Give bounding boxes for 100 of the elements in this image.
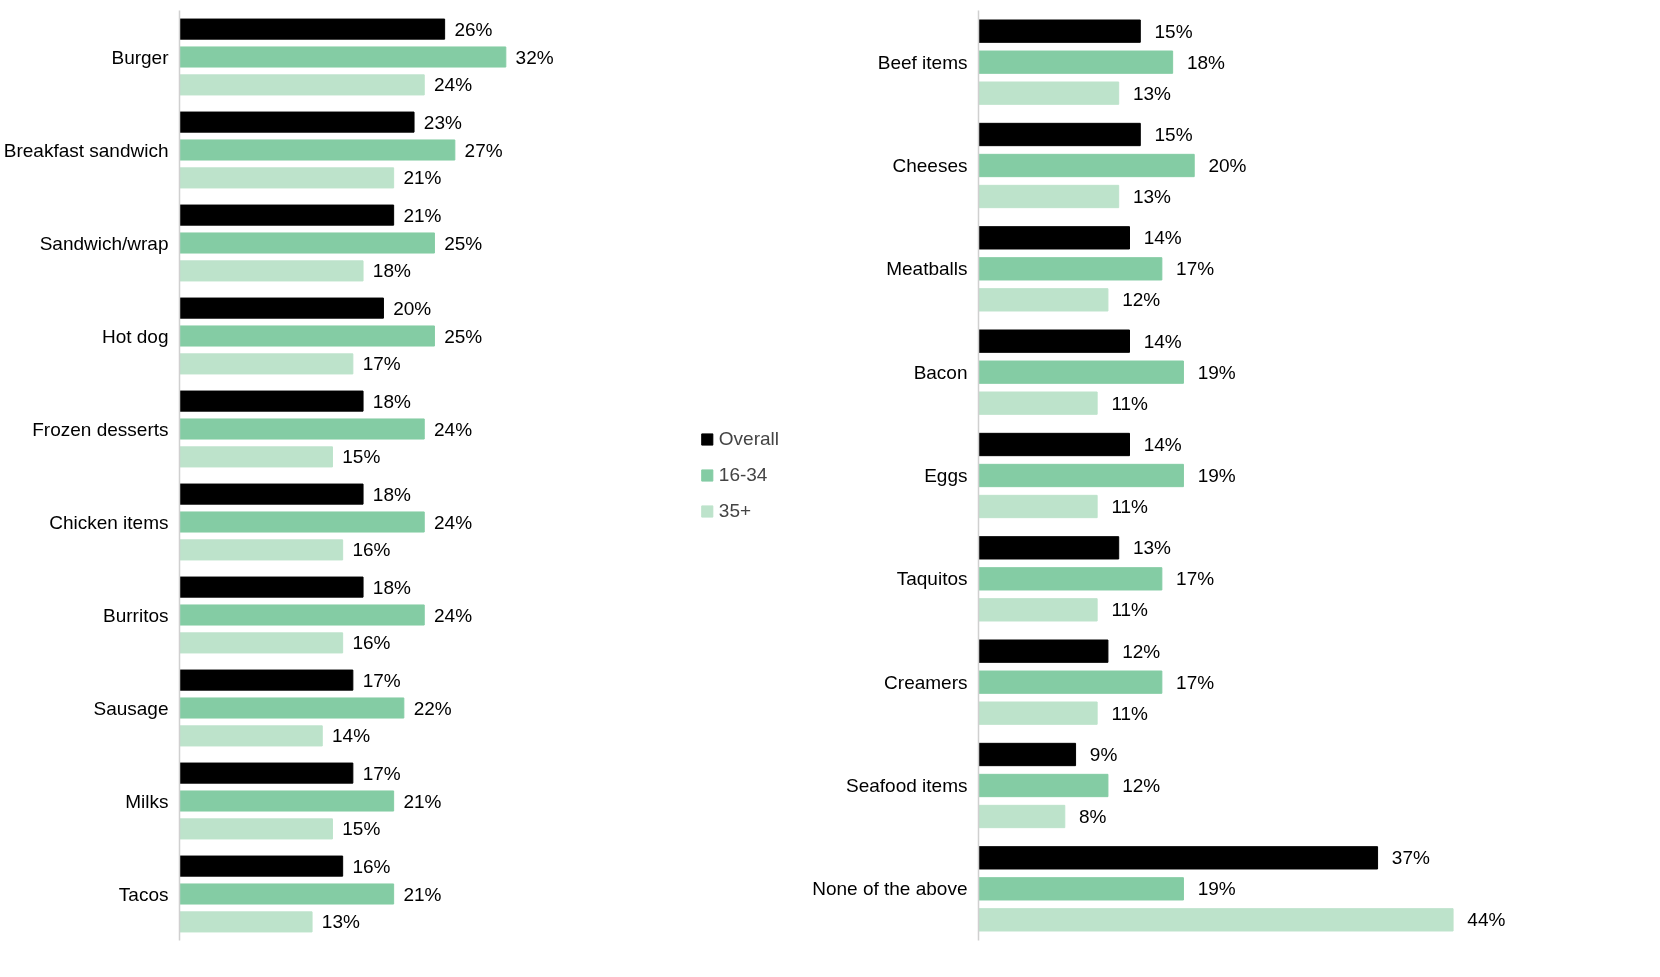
data-label: 14% [1143,227,1182,249]
data-label: 13% [1132,186,1172,207]
bar [978,908,1454,932]
y-tick-label: Frozen desserts [32,418,169,440]
data-label: 44% [1467,909,1506,931]
data-label: 18% [372,576,411,598]
bar [179,539,344,561]
bar [978,432,1130,457]
bar [978,846,1379,870]
y-tick-label: None of the above [812,878,968,900]
bar [978,598,1098,622]
bar [179,204,395,226]
bar [179,576,364,598]
data-label: 24% [434,74,473,96]
data-label: 16% [352,632,391,654]
bar [179,232,435,254]
data-label: 13% [1132,537,1172,559]
bar [179,883,395,905]
bar [179,725,323,747]
data-label: 17% [362,669,401,691]
bar [179,604,425,626]
data-label: 15% [342,446,381,468]
bar [978,742,1077,767]
data-label: 21% [403,790,442,812]
data-label: 11% [1111,392,1149,414]
data-label: 24% [434,418,473,440]
bar [179,790,395,812]
bar [978,463,1184,488]
bar [179,818,333,840]
y-tick-label: Meatballs [886,258,968,280]
bar [179,139,456,161]
y-tick-label: Sandwich/wrap [39,232,169,254]
bar [179,74,425,96]
y-tick-label: Taquitos [896,568,968,590]
data-label: 25% [444,325,483,347]
data-label: 17% [1176,671,1215,693]
bar [978,360,1184,384]
bar [978,877,1184,901]
y-tick-label: Cheeses [892,155,968,176]
data-label: 20% [393,297,432,319]
legend-label: 16-34 [718,464,768,486]
bar [179,297,384,319]
bar [179,669,354,691]
data-label: 21% [403,204,442,226]
data-label: 19% [1197,361,1236,383]
y-tick-label: Sausage [93,697,169,719]
bar [978,773,1109,798]
bar [978,153,1195,178]
data-label: 15% [1154,124,1193,145]
bar [978,226,1130,250]
bar [978,567,1163,591]
bar [179,18,446,40]
y-tick-label: Breakfast sandwich [3,139,169,161]
bar [179,46,507,68]
bar [179,483,364,505]
bar [179,911,313,933]
bar [978,184,1120,209]
bar [179,260,364,282]
bar [978,19,1141,43]
data-label: 14% [1143,330,1182,352]
data-label: 16% [352,855,391,877]
data-label: 11% [1111,496,1149,517]
data-label: 26% [454,18,493,40]
bar [978,494,1098,519]
data-label: 13% [321,911,360,933]
y-tick-label: Seafood items [846,775,968,796]
data-label: 19% [1197,878,1236,900]
y-tick-label: Creamers [884,671,968,693]
data-label: 15% [342,818,381,840]
bar [978,804,1066,829]
bar [978,670,1163,694]
y-tick-label: Chicken items [49,511,169,533]
data-label: 21% [403,167,442,189]
data-label: 13% [1132,82,1172,104]
data-label: 17% [362,353,401,375]
bar [978,701,1098,725]
data-label: 18% [372,260,411,282]
bar [179,855,344,877]
y-tick-label: Beef items [877,51,968,73]
bar [978,329,1130,353]
data-label: 14% [1143,434,1182,455]
bar [978,536,1120,560]
legend-label: Overall [718,428,779,450]
bar [978,81,1120,105]
bar [179,446,333,468]
data-label: 8% [1079,806,1107,827]
data-label: 12% [1122,289,1161,311]
data-label: 16% [352,539,391,561]
data-label: 17% [1176,568,1215,590]
data-label: 18% [372,483,411,505]
data-label: 23% [423,111,462,133]
y-tick-label: Burger [111,46,170,68]
y-tick-label: Hot dog [101,325,169,347]
data-label: 22% [413,697,452,719]
y-tick-label: Bacon [913,361,968,383]
data-label: 14% [332,725,371,747]
bar [978,391,1098,415]
data-label: 24% [434,511,473,533]
y-tick-label: Milks [125,790,169,812]
data-label: 18% [372,390,411,412]
